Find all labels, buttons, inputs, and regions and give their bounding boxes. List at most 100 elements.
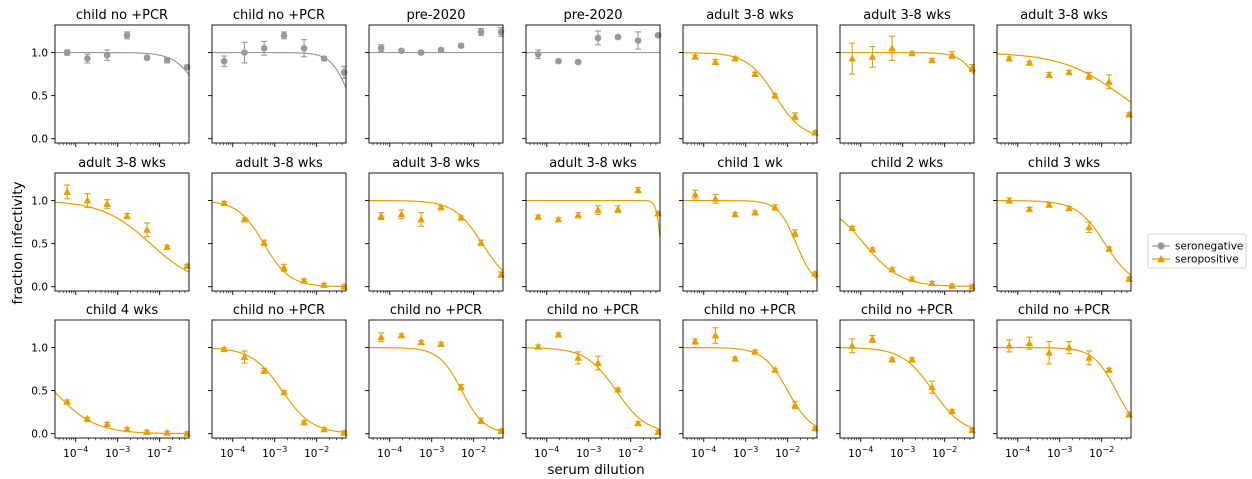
x-tick-exponent: −2 [945, 445, 957, 454]
data-point [731, 210, 739, 218]
data-point [908, 274, 916, 282]
fit-curve [369, 346, 503, 433]
data-point [711, 331, 720, 339]
data-point [280, 263, 288, 271]
fit-curve [369, 199, 503, 272]
x-tick-exponent: −2 [160, 445, 172, 454]
panel-grid: child no +PCR 0.0 0.5 1.0 child no +PCR pre-2… [31, 8, 1133, 460]
fit-curve [997, 53, 1131, 103]
data-point [377, 44, 385, 52]
data-point [183, 262, 191, 269]
data-point [1065, 204, 1073, 212]
x-tick-label: 10−3 [105, 445, 130, 460]
fit-curve [526, 347, 660, 430]
data-point [751, 208, 759, 216]
legend-frame [1147, 233, 1247, 269]
data-point [300, 44, 308, 52]
data-point [594, 34, 602, 42]
data-point [320, 280, 328, 288]
x-tick-label: 10−3 [262, 445, 287, 460]
x-tick-exponent: −3 [1061, 445, 1073, 454]
data-point [574, 353, 582, 361]
y-tick-label: 0.5 [31, 386, 48, 398]
data-point [868, 245, 877, 253]
panel-frame [996, 24, 1132, 144]
fit-curve [683, 346, 817, 428]
panel-frame [368, 319, 504, 439]
data-point [1065, 343, 1073, 351]
fit-curve [55, 51, 189, 76]
x-tick-base: 10 [461, 448, 474, 460]
data-point [1085, 223, 1093, 231]
x-tick-exponent: −3 [119, 445, 131, 454]
panel-frame [525, 319, 661, 439]
x-tick-base: 10 [534, 448, 547, 460]
data-point [928, 383, 936, 391]
data-point [811, 424, 819, 432]
data-point [554, 330, 563, 338]
panel-title: child no +PCR [704, 303, 796, 318]
data-point [1025, 58, 1034, 66]
x-tick-base: 10 [618, 448, 631, 460]
panel: child 1 wk [679, 156, 819, 295]
data-point [84, 55, 91, 62]
data-point [477, 28, 485, 36]
panel-title: pre-2020 [563, 8, 622, 23]
data-point [1125, 410, 1133, 418]
x-tick-label: 10−4 [63, 445, 88, 460]
y-tick-label: 0.5 [31, 239, 48, 251]
data-point [1005, 341, 1013, 349]
panel-title: adult 3-8 wks [549, 156, 637, 171]
data-point [220, 57, 228, 65]
data-point [771, 365, 779, 373]
x-tick-exponent: −2 [317, 445, 329, 454]
y-tick-label: 0.5 [31, 91, 48, 103]
data-point [691, 190, 699, 198]
data-point [63, 49, 71, 56]
data-point [948, 281, 956, 289]
x-tick-exponent: −3 [276, 445, 288, 454]
data-point [103, 51, 111, 59]
data-point [457, 42, 465, 49]
x-tick-base: 10 [932, 448, 945, 460]
data-point [417, 49, 425, 56]
data-point [1025, 339, 1034, 347]
panel: pre-2020 [522, 8, 662, 147]
data-point [320, 425, 328, 433]
legend-label-seronegative: seronegative [1175, 241, 1243, 253]
data-point [260, 366, 268, 374]
data-point [220, 345, 228, 353]
fit-curve [212, 347, 346, 434]
x-tick-base: 10 [1047, 448, 1060, 460]
x-tick-label: 10−2 [775, 445, 800, 460]
data-point [968, 426, 976, 434]
x-tick-exponent: −4 [548, 445, 560, 454]
data-point [1045, 70, 1053, 78]
panel-title: child 1 wk [717, 156, 783, 171]
x-tick-label: 10−2 [618, 445, 643, 460]
data-point [417, 338, 425, 346]
panel-title: child no +PCR [1018, 303, 1110, 318]
data-point [63, 397, 71, 405]
x-tick-base: 10 [377, 448, 390, 460]
panel: adult 3-8 wks [993, 8, 1133, 147]
x-tick-label: 10−3 [733, 445, 758, 460]
y-tick-label: 1.0 [31, 48, 48, 60]
data-point [888, 265, 896, 273]
panel-frame [996, 319, 1132, 439]
panel: adult 3-8 wks 0.0 0.5 1.0 [31, 156, 191, 295]
fit-curve [840, 218, 974, 288]
data-point [1085, 353, 1093, 361]
data-point [241, 49, 248, 56]
x-tick-base: 10 [220, 448, 233, 460]
data-point [103, 200, 111, 207]
data-point [691, 337, 699, 345]
x-tick-base: 10 [304, 448, 317, 460]
data-point [534, 50, 542, 58]
data-point [477, 238, 485, 246]
fit-curve [55, 201, 189, 273]
